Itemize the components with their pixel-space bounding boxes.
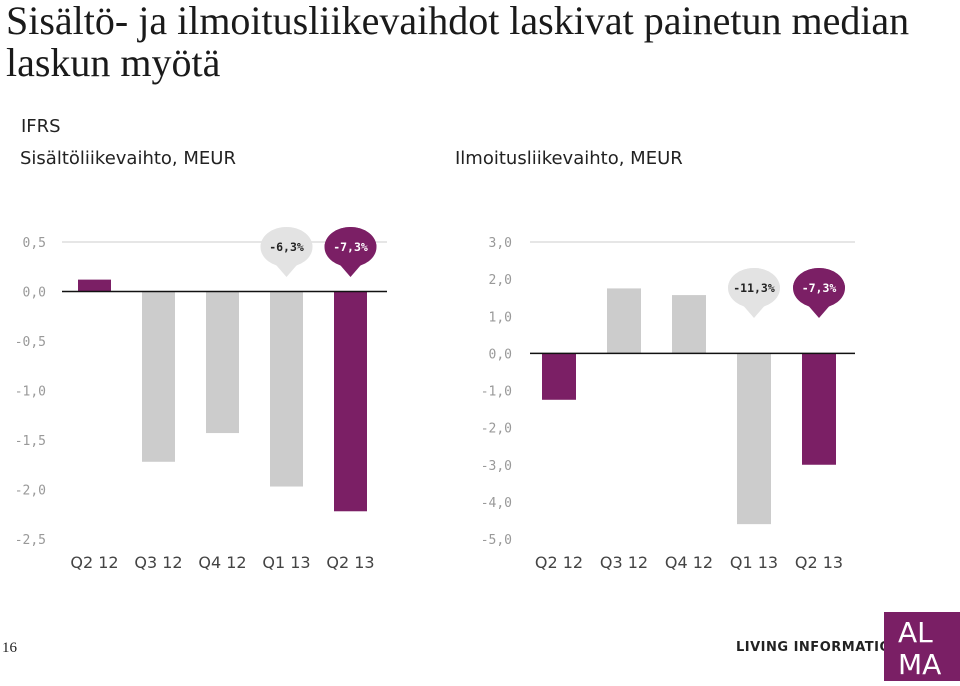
bar-Q4-12: [206, 291, 239, 434]
callout-label: -7,3%: [333, 240, 368, 254]
callout-bubble: [793, 268, 845, 308]
category-label: Q4 12: [198, 553, 246, 572]
y-tick-label: -5,0: [481, 533, 512, 548]
callout-label: -6,3%: [269, 240, 304, 254]
bar-Q3-12: [607, 288, 641, 354]
y-tick-label: -1,0: [15, 385, 46, 400]
callout-label: -7,3%: [802, 281, 837, 295]
y-tick-label: -1,5: [15, 434, 46, 449]
category-label: Q3 12: [600, 553, 648, 572]
category-label: Q2 13: [795, 553, 843, 572]
logo-text-bottom: MA: [898, 648, 941, 681]
category-label: Q3 12: [134, 553, 182, 572]
category-label: Q2 12: [70, 553, 118, 572]
y-tick-label: 0,0: [489, 347, 512, 362]
category-label: Q2 13: [326, 553, 374, 572]
bar-Q2-12: [78, 279, 111, 292]
y-tick-label: 1,0: [489, 310, 512, 325]
y-tick-label: -0,5: [15, 335, 46, 350]
change-callout: -7,3%: [793, 268, 845, 318]
y-tick-label: 0,0: [23, 286, 46, 301]
category-label: Q4 12: [665, 553, 713, 572]
tagline: LIVING INFORMATION: [736, 640, 903, 655]
page-subtitle: IFRS: [21, 116, 61, 137]
ad-revenue-chart: 3,0 2,0 1,0 0,0 -1,0 -2,0 -3,0 -4,0 -5,0 Q2 12 Q3 …: [481, 236, 855, 572]
y-tick-label: -2,5: [15, 533, 46, 548]
y-tick-label: -4,0: [481, 496, 512, 511]
callout-bubble: [260, 227, 313, 267]
y-tick-label: 3,0: [489, 236, 512, 251]
change-callout: -7,3%: [324, 227, 377, 277]
y-tick-label: 0,5: [23, 236, 46, 251]
callout-label: -11,3%: [733, 281, 775, 295]
content-revenue-chart-title: Sisältöliikevaihto, MEUR: [20, 148, 236, 169]
ad-revenue-chart-title: Ilmoitusliikevaihto, MEUR: [455, 148, 683, 169]
bar-Q4-12: [672, 295, 706, 354]
category-label: Q1 13: [262, 553, 310, 572]
change-callout: -11,3%: [728, 268, 780, 318]
bar-Q2-12: [542, 353, 576, 400]
bar-Q3-12: [142, 291, 175, 462]
page-title: Sisältö- ja ilmoitusliikevaihdot laskiva…: [6, 0, 910, 85]
content-revenue-chart: 0,5 0,0 -0,5 -1,0 -1,5 -2,0 -2,5 Q2 12 Q3 12 Q4 1…: [15, 227, 387, 572]
category-label: Q2 12: [535, 553, 583, 572]
y-tick-label: 2,0: [489, 273, 512, 288]
bar-Q2-13: [334, 291, 367, 512]
page-number: 16: [2, 640, 17, 656]
bar-Q1-13: [270, 291, 303, 487]
callout-bubble: [728, 268, 780, 308]
bar-Q1-13: [737, 353, 771, 525]
change-callout: -6,3%: [260, 227, 313, 277]
bar-Q2-13: [802, 353, 836, 465]
callout-bubble: [324, 227, 377, 267]
category-label: Q1 13: [730, 553, 778, 572]
y-tick-label: -2,0: [481, 422, 512, 437]
alma-logo: AL MA: [884, 612, 960, 681]
y-tick-label: -1,0: [481, 385, 512, 400]
logo-text-top: AL: [898, 616, 933, 649]
y-tick-label: -3,0: [481, 459, 512, 474]
y-tick-label: -2,0: [15, 484, 46, 499]
